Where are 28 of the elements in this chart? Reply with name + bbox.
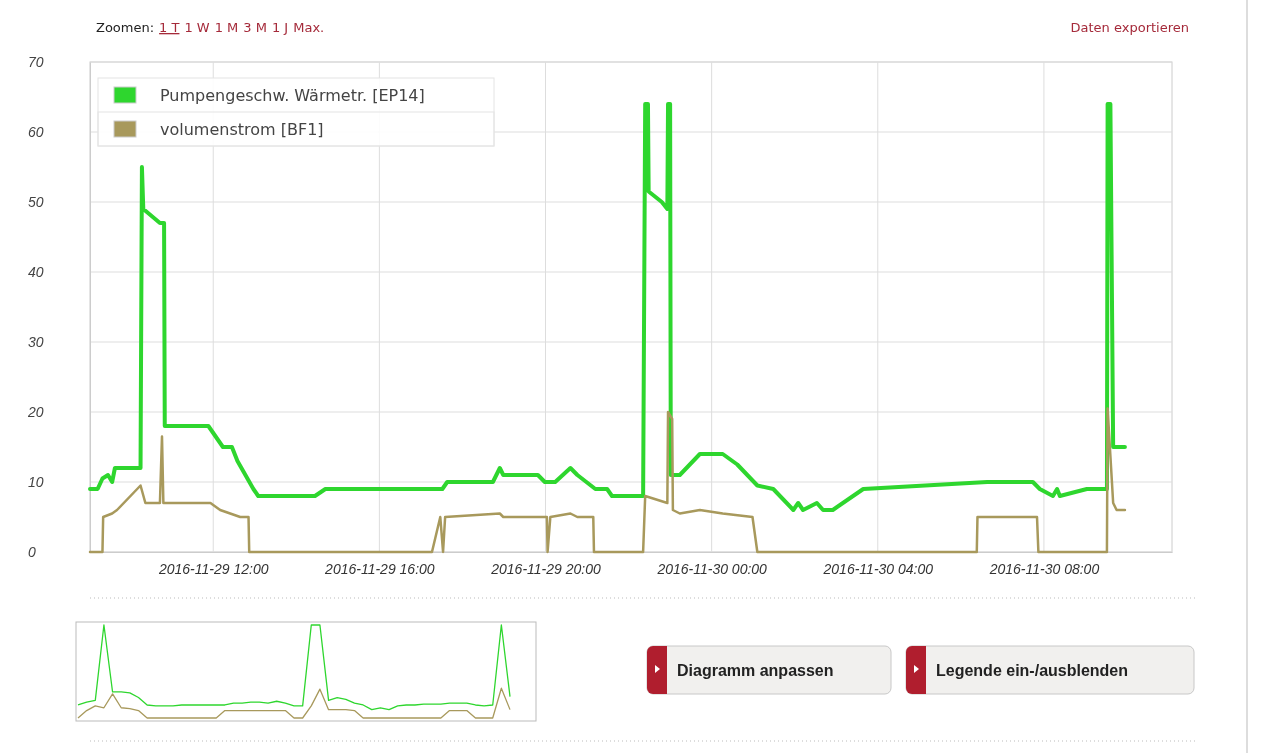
text: Zoomen: (96, 20, 155, 35)
x-tick-label: 2016-11-29 20:00 (490, 560, 601, 577)
legend-label: volumenstrom [BF1] (160, 120, 324, 139)
text: 1 J (271, 20, 289, 35)
y-tick-label: 40 (28, 263, 44, 280)
y-tick-label: 50 (28, 193, 44, 210)
y-tick-label: 10 (28, 473, 44, 490)
x-tick-label: 2016-11-30 04:00 (822, 560, 934, 577)
y-tick-label: 60 (28, 123, 44, 140)
text: Daten exportieren (1070, 20, 1189, 35)
text: 1 W (184, 20, 210, 35)
text: 3 M (243, 20, 267, 35)
x-tick-label: 2016-11-30 08:00 (988, 560, 1100, 577)
text: Diagramm anpassen (677, 662, 834, 679)
y-tick-label: 30 (28, 333, 44, 350)
text: Max. (293, 20, 325, 35)
legend-label: Pumpengeschw. Wärmetr. [EP14] (160, 86, 425, 105)
y-tick-label: 20 (27, 403, 44, 420)
y-tick-label: 0 (28, 543, 36, 560)
x-tick-label: 2016-11-30 00:00 (656, 560, 768, 577)
y-tick-label: 70 (28, 53, 44, 70)
text: 1 M (214, 20, 239, 35)
text: 1 T (159, 20, 180, 35)
x-tick-label: 2016-11-29 12:00 (157, 560, 269, 577)
line-series (88, 407, 1127, 554)
text: Legende ein-/ausblenden (936, 662, 1129, 679)
line-series (88, 102, 1127, 512)
x-tick-label: 2016-11-29 16:00 (324, 560, 435, 577)
